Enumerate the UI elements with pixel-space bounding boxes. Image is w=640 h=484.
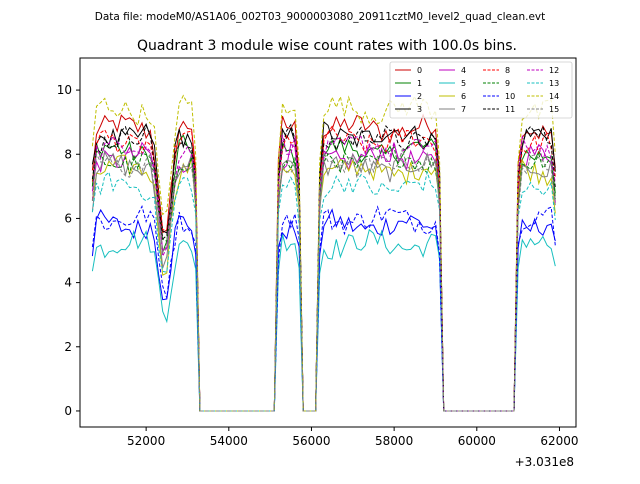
legend-label-10: 10 bbox=[505, 92, 515, 101]
series-line-11 bbox=[91, 123, 556, 412]
legend-label-9: 9 bbox=[505, 79, 510, 88]
y-tick-label: 4 bbox=[64, 276, 72, 290]
legend-label-4: 4 bbox=[461, 66, 466, 75]
legend-label-1: 1 bbox=[417, 79, 422, 88]
legend-label-15: 15 bbox=[549, 105, 559, 114]
legend-label-5: 5 bbox=[461, 79, 466, 88]
y-tick-label: 0 bbox=[64, 404, 72, 418]
x-tick-label: 60000 bbox=[458, 434, 496, 448]
legend-label-11: 11 bbox=[505, 105, 515, 114]
y-tick-label: 8 bbox=[64, 147, 72, 161]
x-tick-label: 52000 bbox=[127, 434, 165, 448]
legend-label-2: 2 bbox=[417, 92, 422, 101]
series-line-14 bbox=[91, 94, 556, 412]
series-line-10 bbox=[91, 205, 556, 412]
legend-label-0: 0 bbox=[417, 66, 422, 75]
x-tick-label: 62000 bbox=[540, 434, 578, 448]
series-line-15 bbox=[91, 148, 556, 412]
x-tick-label: 56000 bbox=[292, 434, 330, 448]
x-tick-label: 58000 bbox=[375, 434, 413, 448]
legend-label-13: 13 bbox=[549, 79, 559, 88]
x-axis-offset-label: +3.031e8 bbox=[515, 455, 574, 469]
chart-title: Quadrant 3 module wise count rates with … bbox=[137, 38, 517, 54]
legend-label-8: 8 bbox=[505, 66, 510, 75]
series-line-9 bbox=[91, 146, 556, 412]
y-tick-label: 2 bbox=[64, 340, 72, 354]
legend-label-3: 3 bbox=[417, 105, 422, 114]
y-tick-label: 6 bbox=[64, 211, 72, 225]
axes-frame bbox=[79, 57, 577, 428]
legend-label-14: 14 bbox=[549, 92, 559, 101]
legend-label-7: 7 bbox=[461, 105, 466, 114]
legend-box bbox=[389, 61, 573, 119]
legend-label-6: 6 bbox=[461, 92, 466, 101]
y-tick-label: 10 bbox=[57, 83, 72, 97]
plot-area: 52000 54000 56000 58000 60000 620000246810012… bbox=[57, 57, 579, 448]
legend-label-12: 12 bbox=[549, 66, 559, 75]
series-line-13 bbox=[91, 170, 556, 412]
chart-suptitle: Data file: modeM0/AS1A06_002T03_90000030… bbox=[95, 11, 546, 23]
x-tick-label: 54000 bbox=[210, 434, 248, 448]
